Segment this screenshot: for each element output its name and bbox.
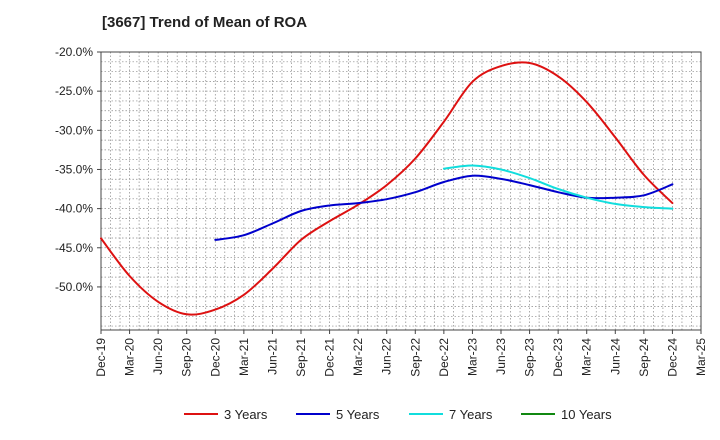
legend-label-5-years: 5 Years xyxy=(336,407,380,422)
y-tick-label: -30.0% xyxy=(55,123,93,137)
x-tick-label: Sep-22 xyxy=(408,338,422,377)
x-tick-label: Mar-21 xyxy=(237,338,251,376)
chart-title: [3667] Trend of Mean of ROA xyxy=(102,14,308,31)
x-tick-label: Dec-23 xyxy=(551,338,565,377)
plot-area xyxy=(101,52,701,330)
legend-label-7-years: 7 Years xyxy=(449,407,493,422)
x-tick-label: Sep-24 xyxy=(637,338,651,377)
y-tick-label: -25.0% xyxy=(55,84,93,98)
legend-label-3-years: 3 Years xyxy=(224,407,268,422)
x-tick-label: Dec-19 xyxy=(94,338,108,377)
x-tick-label: Mar-23 xyxy=(465,338,479,376)
y-tick-label: -35.0% xyxy=(55,162,93,176)
y-tick-label: -50.0% xyxy=(55,280,93,294)
x-tick-label: Jun-24 xyxy=(608,338,622,375)
y-tick-label: -20.0% xyxy=(55,45,93,59)
x-tick-label: Mar-20 xyxy=(123,338,137,376)
x-tick-label: Dec-22 xyxy=(437,338,451,377)
x-tick-label: Jun-21 xyxy=(265,338,279,375)
x-tick-label: Sep-21 xyxy=(294,338,308,377)
x-tick-label: Mar-22 xyxy=(351,338,365,376)
x-tick-label: Sep-20 xyxy=(180,338,194,377)
x-tick-label: Dec-20 xyxy=(208,338,222,377)
x-tick-label: Dec-24 xyxy=(665,338,679,377)
x-tick-label: Jun-23 xyxy=(494,338,508,375)
y-tick-label: -40.0% xyxy=(55,202,93,216)
plot-frame xyxy=(100,51,702,331)
x-tick-label: Dec-21 xyxy=(323,338,337,377)
x-tick-label: Jun-22 xyxy=(380,338,394,375)
series-line-7-years xyxy=(442,164,674,210)
series-line-3-years xyxy=(100,61,674,316)
x-tick-label: Sep-23 xyxy=(523,338,537,377)
y-tick-label: -45.0% xyxy=(55,241,93,255)
x-tick-label: Mar-24 xyxy=(580,338,594,376)
series-line-5-years xyxy=(214,174,674,241)
x-tick-label: Jun-20 xyxy=(151,338,165,375)
x-tick-label: Mar-25 xyxy=(694,338,708,376)
legend-label-10-years: 10 Years xyxy=(561,407,612,422)
